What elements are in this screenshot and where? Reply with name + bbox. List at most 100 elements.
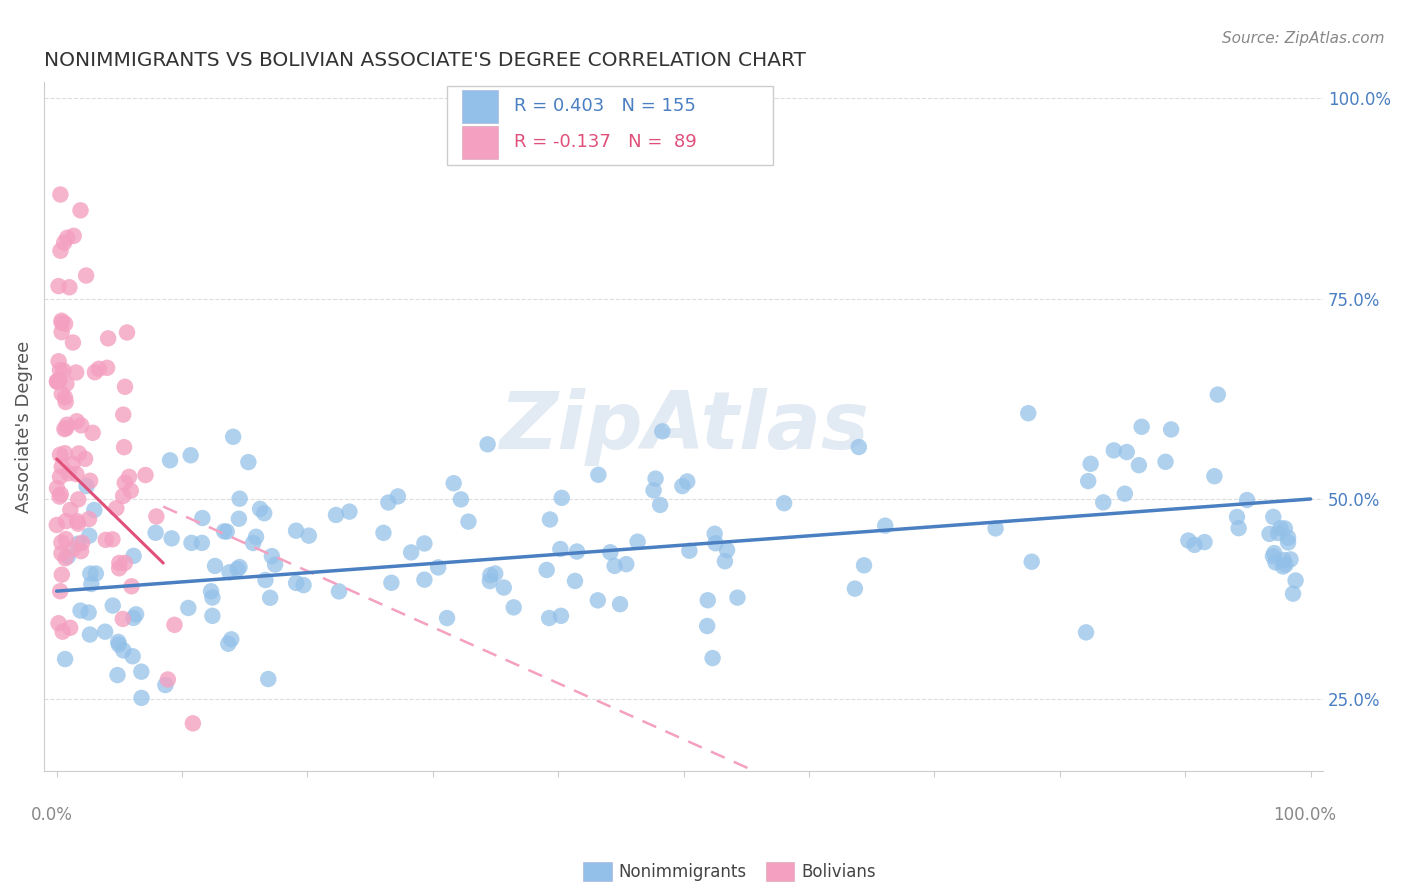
Point bbox=[626, 534, 648, 549]
Point bbox=[298, 529, 321, 543]
Point bbox=[49, 584, 72, 599]
Point bbox=[285, 524, 308, 538]
Point bbox=[1274, 558, 1296, 572]
Point bbox=[145, 525, 167, 540]
Text: 0.0%: 0.0% bbox=[31, 805, 73, 823]
Point bbox=[83, 503, 105, 517]
Point bbox=[58, 467, 80, 481]
Point bbox=[337, 505, 360, 519]
Bar bbox=[463, 90, 498, 123]
Point bbox=[599, 545, 621, 559]
Point bbox=[55, 395, 77, 409]
Point bbox=[245, 530, 267, 544]
Point bbox=[564, 574, 586, 588]
Point bbox=[118, 470, 141, 484]
Point bbox=[285, 576, 308, 591]
Text: Nonimmigrants: Nonimmigrants bbox=[619, 863, 747, 881]
Point bbox=[204, 558, 226, 573]
Point bbox=[112, 440, 135, 454]
Point bbox=[550, 541, 572, 556]
Point bbox=[1206, 387, 1229, 401]
Point bbox=[87, 361, 110, 376]
Point bbox=[1177, 533, 1199, 548]
Point bbox=[377, 495, 399, 509]
Point bbox=[66, 537, 89, 551]
Point bbox=[121, 579, 143, 593]
Point bbox=[1160, 422, 1182, 436]
Point bbox=[1017, 406, 1039, 420]
Point bbox=[1074, 625, 1097, 640]
Point bbox=[115, 326, 138, 340]
Point bbox=[56, 417, 79, 432]
Point bbox=[643, 483, 665, 498]
Point bbox=[67, 492, 90, 507]
Point bbox=[1282, 587, 1305, 601]
Point bbox=[84, 566, 107, 581]
Point bbox=[380, 575, 402, 590]
Point bbox=[145, 509, 167, 524]
Point bbox=[177, 601, 200, 615]
Point bbox=[550, 608, 572, 623]
Point bbox=[107, 668, 129, 682]
Point bbox=[614, 557, 637, 571]
Point bbox=[1277, 535, 1299, 549]
Point bbox=[984, 521, 1007, 535]
Point bbox=[228, 491, 250, 506]
Point bbox=[1258, 527, 1281, 541]
Point bbox=[70, 418, 93, 433]
Point bbox=[848, 440, 870, 454]
Point bbox=[696, 593, 718, 607]
Point bbox=[122, 549, 145, 563]
Point bbox=[160, 532, 183, 546]
Point bbox=[191, 511, 214, 525]
Point bbox=[108, 561, 131, 575]
Point bbox=[536, 563, 558, 577]
Point bbox=[1204, 469, 1226, 483]
Point bbox=[67, 516, 90, 531]
Point bbox=[484, 566, 506, 581]
Bar bbox=[463, 126, 498, 159]
Y-axis label: Associate's Degree: Associate's Degree bbox=[15, 341, 32, 513]
Point bbox=[1102, 443, 1125, 458]
Point bbox=[53, 317, 76, 331]
Point bbox=[79, 566, 101, 581]
Point bbox=[254, 573, 277, 587]
Point bbox=[702, 651, 724, 665]
Point bbox=[48, 373, 70, 387]
Point bbox=[696, 619, 718, 633]
Point bbox=[325, 508, 347, 522]
Point bbox=[678, 543, 700, 558]
Point bbox=[671, 479, 693, 493]
Point bbox=[716, 543, 738, 558]
Point bbox=[55, 421, 77, 435]
Point bbox=[156, 673, 179, 687]
Point bbox=[492, 581, 515, 595]
Point bbox=[1092, 495, 1115, 509]
Point bbox=[76, 479, 98, 493]
Point bbox=[155, 678, 177, 692]
Point bbox=[242, 536, 264, 550]
Point bbox=[238, 455, 260, 469]
Point bbox=[62, 228, 84, 243]
Text: R = -0.137   N =  89: R = -0.137 N = 89 bbox=[513, 133, 696, 152]
Point bbox=[1114, 486, 1136, 500]
Point bbox=[131, 665, 153, 679]
Point bbox=[502, 600, 524, 615]
Point bbox=[69, 604, 91, 618]
Point bbox=[1194, 535, 1216, 549]
Point bbox=[704, 536, 727, 550]
Point bbox=[1080, 457, 1102, 471]
Point bbox=[676, 475, 699, 489]
Point bbox=[51, 459, 73, 474]
Point bbox=[49, 187, 72, 202]
Point bbox=[70, 536, 93, 550]
Point bbox=[1227, 521, 1250, 535]
Point bbox=[46, 375, 69, 389]
Point bbox=[53, 422, 76, 436]
Point bbox=[77, 606, 100, 620]
Point bbox=[83, 365, 105, 379]
Point bbox=[48, 490, 70, 504]
Point bbox=[218, 566, 240, 580]
Point bbox=[80, 577, 103, 591]
Point bbox=[1279, 552, 1302, 566]
